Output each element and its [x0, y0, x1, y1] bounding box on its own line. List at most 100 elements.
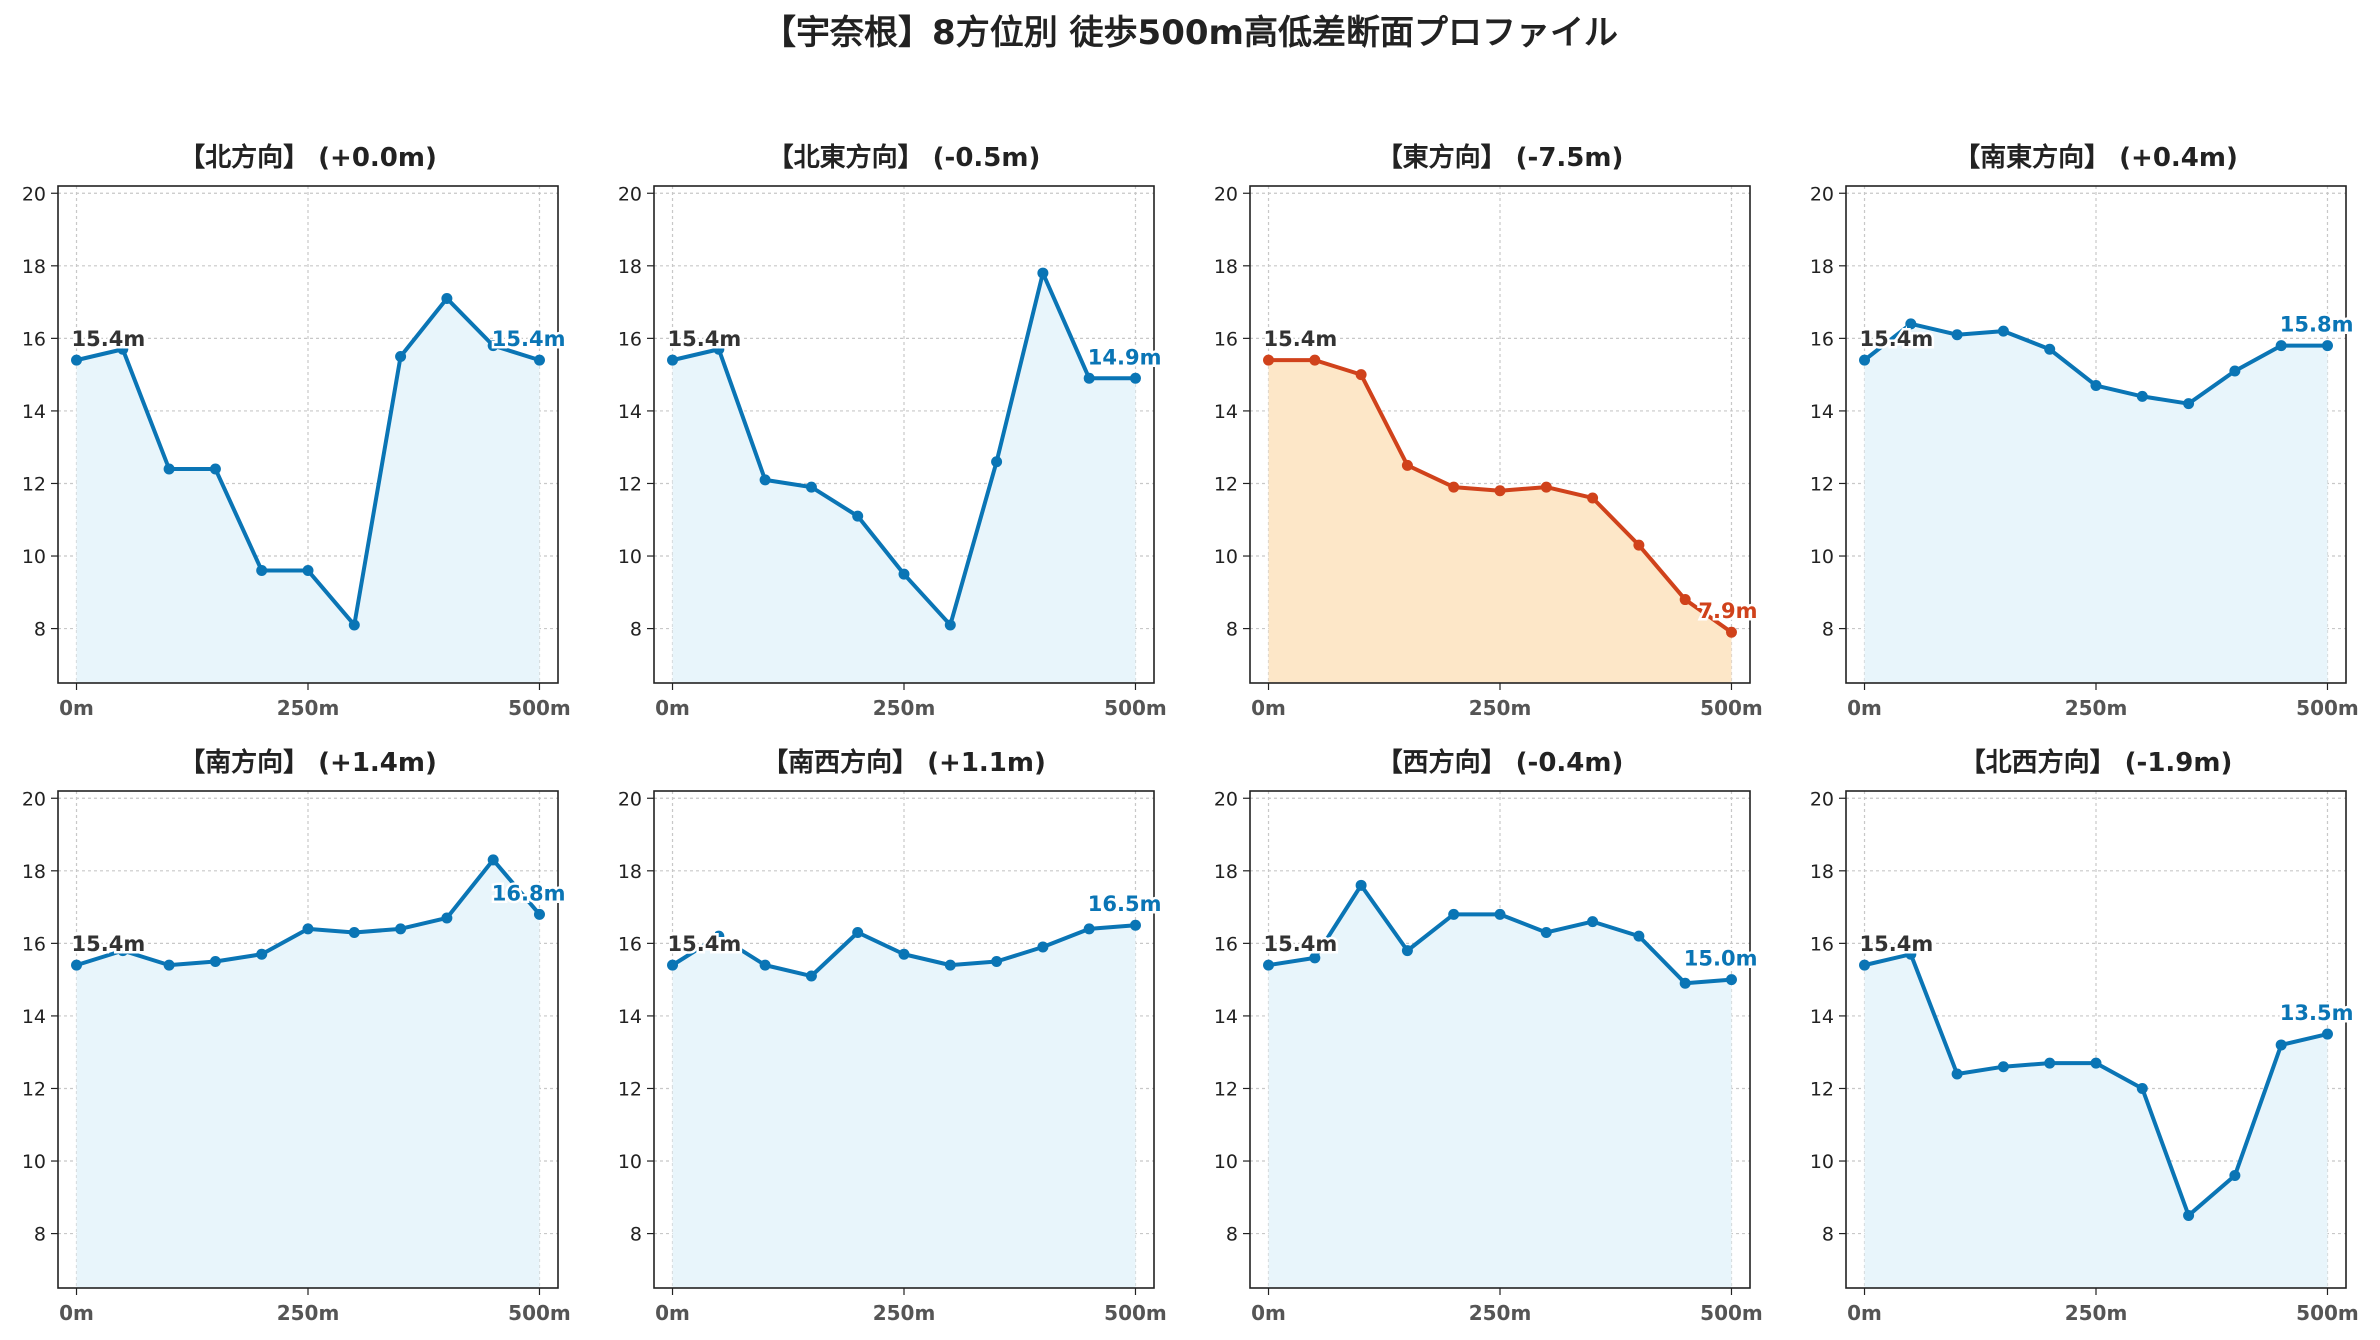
y-tick-label: 18: [22, 256, 46, 278]
x-tick-label: 500m: [508, 1301, 571, 1325]
profile-point: [713, 930, 725, 942]
end-elevation-label: 14.9m: [1088, 345, 1162, 369]
profile-point: [1587, 916, 1599, 928]
y-tick-label: 18: [1810, 861, 1834, 883]
profile-point: [1448, 908, 1460, 920]
profile-point: [1037, 267, 1049, 279]
x-tick-label: 250m: [1469, 1301, 1532, 1325]
profile-point: [1448, 481, 1460, 493]
profile-point: [71, 354, 83, 366]
profile-point: [1263, 959, 1275, 971]
x-tick-label: 250m: [277, 696, 340, 720]
y-tick-label: 16: [1214, 933, 1238, 955]
profile-point: [2090, 1057, 2102, 1069]
x-tick-label: 500m: [1104, 1301, 1167, 1325]
profile-point: [991, 956, 1003, 968]
profile-point: [117, 343, 129, 355]
x-tick-label: 500m: [1104, 696, 1167, 720]
y-tick-label: 18: [1214, 861, 1238, 883]
subplot-title: 【東方向】 (-7.5m): [1377, 142, 1624, 173]
y-tick-label: 8: [1822, 619, 1834, 641]
x-tick-label: 250m: [873, 696, 936, 720]
y-tick-label: 12: [618, 473, 642, 495]
start-elevation-label: 15.4m: [1860, 327, 1934, 351]
figure-title: 【宇奈根】8方位別 徒歩500m高低差断面プロファイル: [762, 13, 1618, 53]
end-elevation-label: 7.9m: [1698, 599, 1757, 623]
profile-point: [1263, 354, 1275, 366]
x-tick-label: 500m: [508, 696, 571, 720]
y-tick-label: 12: [1214, 473, 1238, 495]
y-tick-label: 16: [1810, 933, 1834, 955]
profile-point: [667, 959, 679, 971]
profile-point: [348, 926, 360, 938]
profile-point: [2229, 1170, 2241, 1182]
y-tick-label: 8: [630, 619, 642, 641]
plot-frame: [1249, 185, 1751, 684]
start-elevation-label: 15.4m: [72, 327, 146, 351]
profile-point: [209, 463, 221, 475]
subplot-title: 【北東方向】 (-0.5m): [768, 142, 1041, 173]
y-tick-label: 18: [618, 256, 642, 278]
profile-point: [1309, 952, 1321, 964]
y-tick-label: 10: [22, 546, 46, 568]
profile-point: [852, 510, 864, 522]
x-tick-label: 250m: [2065, 696, 2128, 720]
end-elevation-label: 15.4m: [492, 327, 566, 351]
plot-frame: [653, 185, 1155, 684]
profile-area: [76, 298, 540, 683]
y-tick-label: 16: [22, 933, 46, 955]
y-tick-label: 10: [22, 1151, 46, 1173]
profile-point: [1401, 945, 1413, 957]
x-tick-label: 0m: [59, 696, 94, 720]
y-tick-label: 10: [618, 1151, 642, 1173]
subplot: 【西方向】 (-0.4m) 8 10 12 14 16 18 20 0m 250m 500m 15.4…: [1214, 747, 1763, 1325]
end-elevation-label: 15.8m: [2280, 313, 2354, 337]
profile-area: [1268, 360, 1732, 683]
subplot: 【東方向】 (-7.5m) 8 10 12 14 16 18 20 0m 250m 500m 15.4…: [1214, 142, 1763, 720]
x-tick-label: 500m: [2296, 696, 2359, 720]
profile-point: [1309, 354, 1321, 366]
y-tick-label: 16: [1214, 328, 1238, 350]
y-tick-label: 8: [34, 619, 46, 641]
profile-point: [1494, 485, 1506, 497]
profile-point: [2136, 390, 2148, 402]
y-tick-label: 8: [630, 1224, 642, 1246]
subplot-title: 【北西方向】 (-1.9m): [1960, 747, 2233, 778]
y-tick-label: 18: [1810, 256, 1834, 278]
profile-point: [2321, 340, 2333, 352]
y-tick-label: 10: [1810, 1151, 1834, 1173]
profile-point: [2044, 343, 2056, 355]
subplot: 【北西方向】 (-1.9m) 8 10 12 14 16 18 20 0m 250m 500m 15.…: [1810, 747, 2359, 1325]
subplot: 【南方向】 (+1.4m) 8 10 12 14 16 18 20 0m 250m 500m 15.4…: [22, 747, 571, 1325]
profile-point: [209, 956, 221, 968]
y-tick-label: 12: [1810, 1078, 1834, 1100]
profile-point: [2136, 1082, 2148, 1094]
y-tick-label: 20: [1214, 788, 1238, 810]
y-tick-label: 12: [22, 473, 46, 495]
profile-point: [2321, 1028, 2333, 1040]
x-tick-label: 0m: [1251, 696, 1286, 720]
x-tick-label: 0m: [1251, 1301, 1286, 1325]
profile-point: [1725, 626, 1737, 638]
y-tick-label: 20: [1810, 788, 1834, 810]
profile-point: [256, 565, 268, 577]
subplot-title: 【西方向】 (-0.4m): [1377, 747, 1624, 778]
profile-point: [348, 619, 360, 631]
subplot-title: 【南西方向】 (+1.1m): [762, 747, 1046, 778]
profile-point: [759, 474, 771, 486]
profile-point: [1951, 1068, 1963, 1080]
x-tick-label: 0m: [655, 1301, 690, 1325]
y-tick-label: 14: [22, 1006, 46, 1028]
profile-point: [1401, 459, 1413, 471]
profile-point: [1587, 492, 1599, 504]
x-tick-label: 500m: [1700, 1301, 1763, 1325]
y-tick-label: 10: [1214, 546, 1238, 568]
profile-point: [1951, 329, 1963, 341]
end-elevation-label: 16.5m: [1088, 892, 1162, 916]
plot-frame: [57, 185, 559, 684]
y-tick-label: 14: [618, 401, 642, 423]
y-tick-label: 12: [22, 1078, 46, 1100]
profile-area: [1268, 885, 1732, 1288]
profile-point: [1997, 325, 2009, 337]
